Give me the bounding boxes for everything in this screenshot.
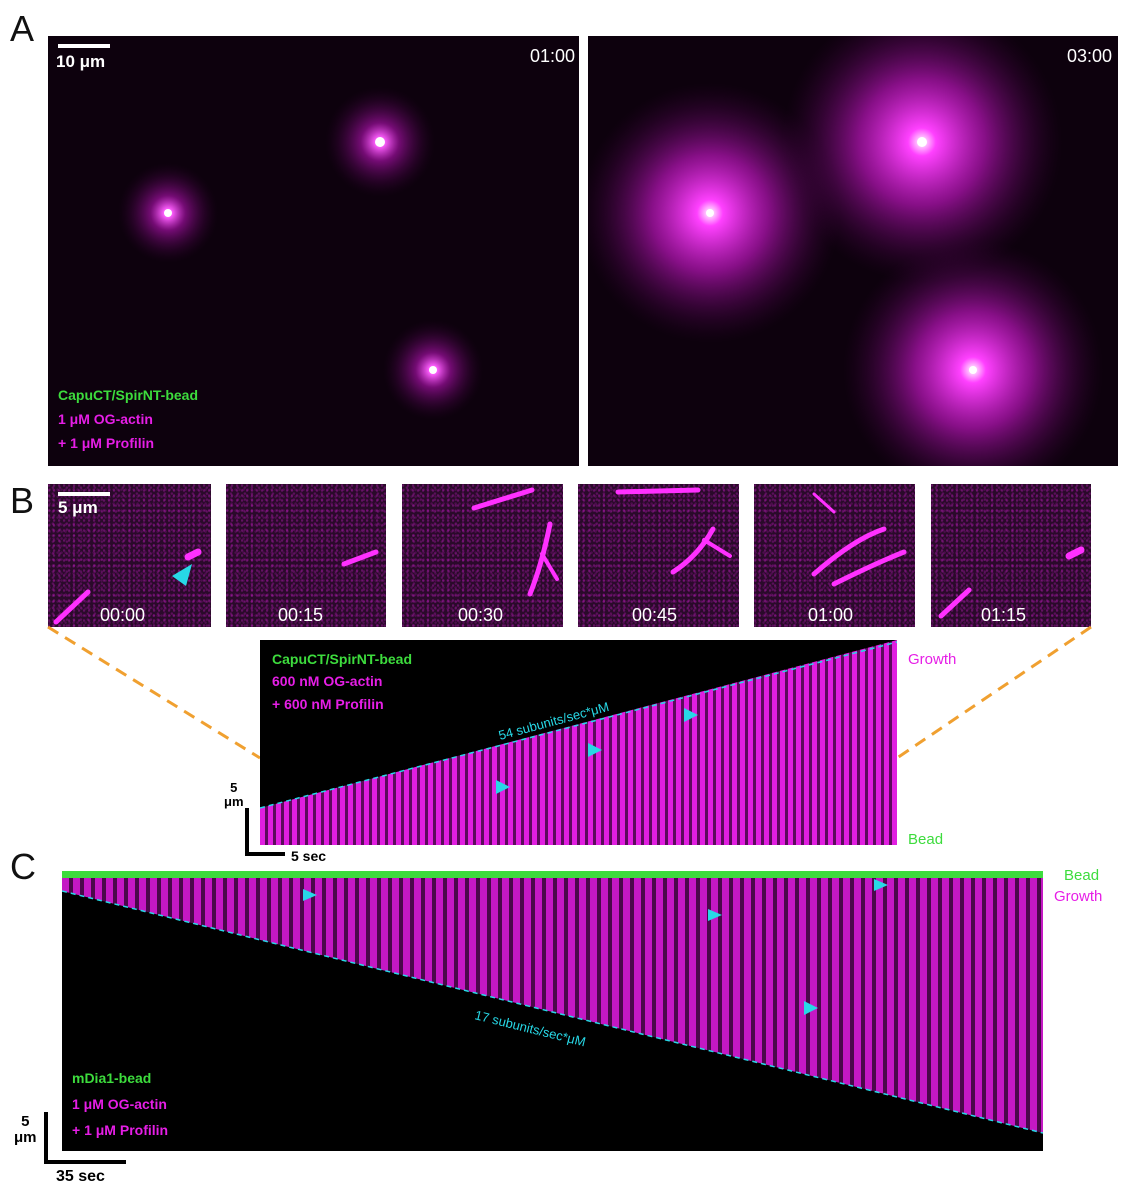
panel-a-legend-profilin: + 1 μM Profilin <box>58 435 155 451</box>
panel-a-legend-bead: CapuCT/SpirNT-bead <box>58 387 199 403</box>
panel-b-letter: B <box>10 480 35 521</box>
panel-b-frame-6-time: 01:15 <box>981 605 1027 625</box>
panel-a-scalebar-label: 10 μm <box>56 52 106 71</box>
panel-b-frame-5-filaments <box>811 492 907 587</box>
cyan-arrowhead <box>588 743 602 757</box>
panel-c-legend-actin: 1 μM OG-actin <box>72 1096 167 1112</box>
panel-c-bead-label: Bead <box>1064 867 1100 884</box>
cyan-arrowhead <box>172 564 192 586</box>
panel-b-kymo-legend-actin: 600 nM OG-actin <box>272 673 383 689</box>
panel-b-frame-5: 01:00 <box>754 484 915 627</box>
panel-b-frame-1-time: 00:00 <box>100 605 146 625</box>
panel-a-legend-actin: 1 μM OG-actin <box>58 411 153 427</box>
panel-b-kymo-legend-bead: CapuCT/SpirNT-bead <box>272 651 413 667</box>
panel-b-bead-label: Bead <box>908 831 944 848</box>
panel-c-scale-y-line <box>44 1112 48 1164</box>
panel-c-kymograph: 17 subunits/sec*μM mDia1-bead 1 μM OG-ac… <box>62 871 1043 1151</box>
panel-b-growth-label: Growth <box>908 651 957 668</box>
panel-b-frame-6: 01:15 <box>931 484 1091 627</box>
panel-c-kymo-plot: 17 subunits/sec*μM <box>62 871 1043 1134</box>
cyan-arrowhead <box>708 909 722 921</box>
panel-a-scalebar <box>58 44 110 48</box>
panel-b-scalebar-label: 5 μm <box>58 498 98 517</box>
panel-b-frame-1: 5 μm 00:00 <box>48 484 211 627</box>
cyan-arrowhead <box>496 780 510 794</box>
panel-b-frame-1-filaments <box>53 548 202 625</box>
panel-b-frame-2: 00:15 <box>226 484 386 627</box>
cyan-arrowhead <box>874 879 888 891</box>
panel-c-scale-x-label: 35 sec <box>56 1168 105 1185</box>
panel-a-letter: A <box>10 8 35 49</box>
panel-c-scale-x-line <box>44 1160 126 1164</box>
panel-b-frame-4-time: 00:45 <box>632 605 678 625</box>
panel-c-scale-y-label: 5 μm <box>14 1113 37 1146</box>
panel-a-right-image: 03:00 <box>588 36 1118 466</box>
panel-b-frame-4-filaments <box>615 487 732 575</box>
panel-b-scale-y-line <box>245 808 249 856</box>
panel-c-bead-band <box>62 871 1043 878</box>
panel-a-right-time: 03:00 <box>1066 46 1112 66</box>
panel-b-scale-y-label: 5 μm <box>224 780 244 809</box>
panel-b-frame-6-filaments <box>938 546 1085 619</box>
panel-a-left-asters <box>118 87 483 420</box>
panel-b-scale-x-line <box>245 852 285 856</box>
panel-c-legend-profilin: + 1 μM Profilin <box>72 1122 169 1138</box>
panel-b-kymograph: 54 subunits/sec*μM CapuCT/SpirNT-bead 60… <box>260 640 897 845</box>
panel-b-frame-5-time: 01:00 <box>808 605 854 625</box>
panel-b-scale-x-label: 5 sec <box>291 848 327 864</box>
panel-a-left-image: 10 μm 01:00 CapuCT/SpirNT-bead 1 μM OG-a… <box>48 36 579 466</box>
panel-a-right-asters <box>588 36 1103 466</box>
panel-b-scalebar <box>58 492 110 496</box>
panel-b-frame-4: 00:45 <box>578 484 739 627</box>
panel-b-frame-2-filaments <box>341 549 379 567</box>
panel-a-left-time: 01:00 <box>529 46 575 66</box>
cyan-arrowhead <box>684 708 698 722</box>
panel-b-frame-3: 00:30 <box>402 484 563 627</box>
cyan-arrowhead <box>804 1001 818 1015</box>
panel-c-legend-bead: mDia1-bead <box>72 1070 152 1086</box>
panel-b-frame-3-time: 00:30 <box>458 605 504 625</box>
panel-b-kymo-plot: 54 subunits/sec*μM <box>260 640 897 845</box>
panel-b-frame-3-filaments <box>471 487 559 597</box>
panel-b-kymo-legend-profilin: + 600 nM Profilin <box>272 696 384 712</box>
cyan-arrowhead <box>303 889 317 901</box>
panel-c-letter: C <box>10 846 36 887</box>
panel-b-frame-2-time: 00:15 <box>278 605 324 625</box>
panel-c-growth-label: Growth <box>1054 888 1103 905</box>
